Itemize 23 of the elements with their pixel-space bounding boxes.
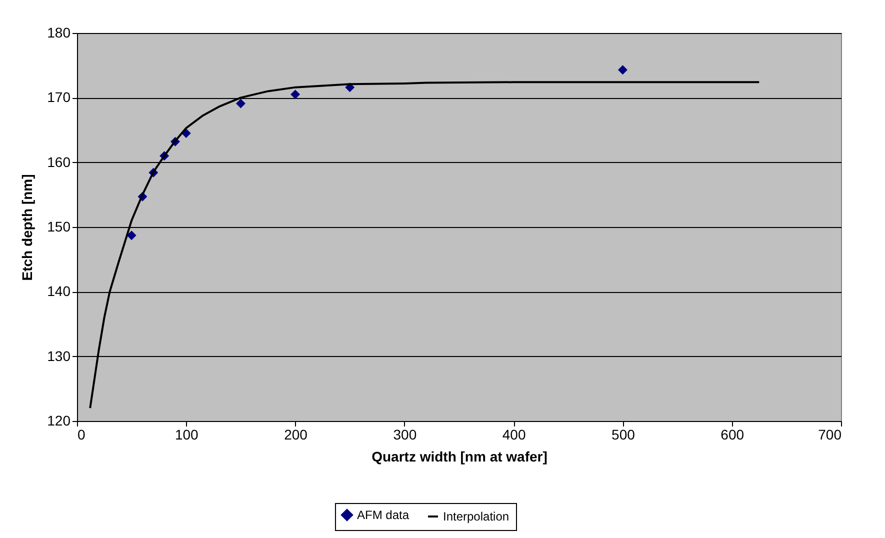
y-tick-label: 150	[47, 218, 71, 234]
point	[618, 65, 628, 75]
y-tick-label: 160	[47, 154, 71, 170]
y-tick-label: 140	[47, 283, 71, 300]
x-tick-label: 700	[818, 426, 842, 442]
x-axis-title: Quartz width [nm at wafer]	[372, 448, 548, 464]
point	[290, 90, 300, 100]
x-tick-label: 300	[393, 426, 417, 442]
x-tick-label: 200	[284, 426, 308, 442]
x-tick-label: 600	[720, 426, 744, 442]
point	[126, 230, 136, 240]
y-tick-label: 170	[47, 89, 71, 106]
y-tick-label: 130	[47, 348, 71, 364]
legend-label: AFM data	[357, 508, 410, 522]
x-tick-label: 400	[502, 426, 526, 442]
y-tick-label: 180	[47, 24, 71, 40]
legend-label: Interpolation	[443, 510, 510, 524]
y-axis-title: Etch depth [nm]	[19, 174, 36, 281]
y-tick-label: 120	[47, 412, 71, 428]
point	[236, 98, 246, 108]
x-tick-label: 100	[174, 426, 199, 442]
x-tick-label: 500	[612, 426, 636, 442]
x-tick-label: 0	[78, 426, 86, 442]
